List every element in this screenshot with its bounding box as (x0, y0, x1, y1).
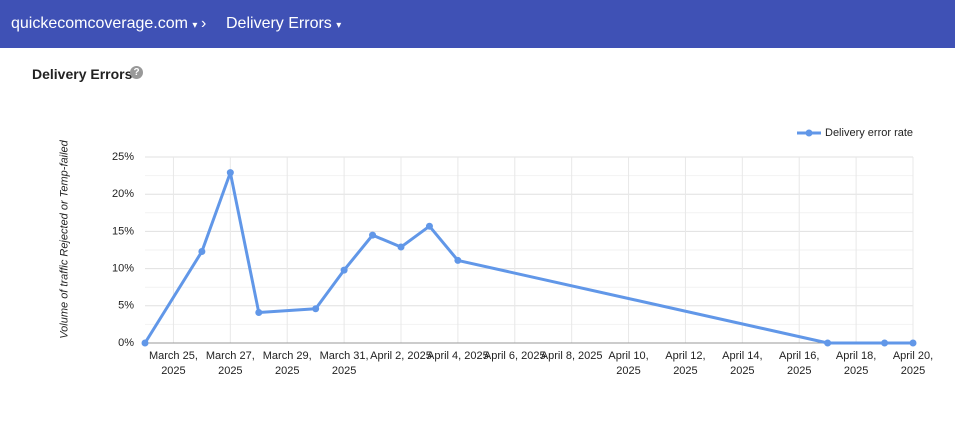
breadcrumb-separator: › (201, 15, 207, 32)
y-tick-label: 10% (112, 263, 134, 275)
x-tick-label: April 12, 2025 (665, 350, 706, 377)
y-tick-label: 0% (118, 337, 134, 349)
y-tick-label: 5% (118, 300, 134, 312)
data-point (881, 339, 889, 347)
data-point (141, 339, 149, 347)
chart-title: Delivery Errors (32, 66, 133, 82)
caret: ▾ (336, 20, 342, 31)
y-tick-label: 15% (112, 225, 134, 237)
top-bar: quickecomcoverage.com ▾ › Delivery Error… (0, 0, 955, 48)
legend-label: Delivery error rate (825, 127, 913, 139)
x-tick-label: March 27, 2025 (205, 350, 255, 377)
x-tick-label: April 18, 2025 (835, 350, 877, 377)
x-tick-label: March 29, 2025 (262, 350, 312, 377)
data-point (340, 266, 348, 274)
x-tick-label: March 31, 2025 (319, 350, 369, 377)
domain-selector[interactable]: quickecomcoverage.com ▾ (11, 15, 197, 33)
data-point (198, 247, 206, 255)
x-tick-label: April 6, 2025 (483, 350, 546, 362)
data-point (909, 339, 917, 347)
data-point (312, 305, 320, 313)
x-tick-label: April 8, 2025 (540, 350, 603, 362)
caret: ▾ (192, 20, 198, 31)
x-tick-label: April 2, 2025 (370, 350, 432, 362)
y-tick-label: 20% (112, 188, 134, 200)
x-tick-label: April 16, 2025 (779, 350, 820, 377)
page-name[interactable]: Delivery Errors (226, 15, 332, 32)
data-point (454, 256, 462, 264)
data-point (425, 222, 433, 230)
x-tick-label: April 20, 2025 (892, 350, 934, 377)
y-tick-label: 25% (112, 151, 134, 163)
series-line (143, 171, 913, 345)
data-point (824, 339, 832, 347)
data-point (255, 308, 263, 316)
x-tick-label: April 14, 2025 (722, 350, 763, 377)
data-point (369, 231, 377, 239)
x-tick-label: April 4, 2025 (426, 350, 489, 362)
x-tick-label: April 10, 2025 (608, 350, 649, 377)
domain[interactable]: quickecomcoverage.com (11, 15, 188, 32)
data-point (397, 243, 405, 251)
help-icon[interactable]: ? (130, 66, 143, 79)
page-selector[interactable]: Delivery Errors ▾ (226, 15, 341, 33)
x-tick-label: March 25, 2025 (148, 350, 198, 377)
data-point (226, 169, 234, 177)
legend-marker (805, 129, 813, 137)
